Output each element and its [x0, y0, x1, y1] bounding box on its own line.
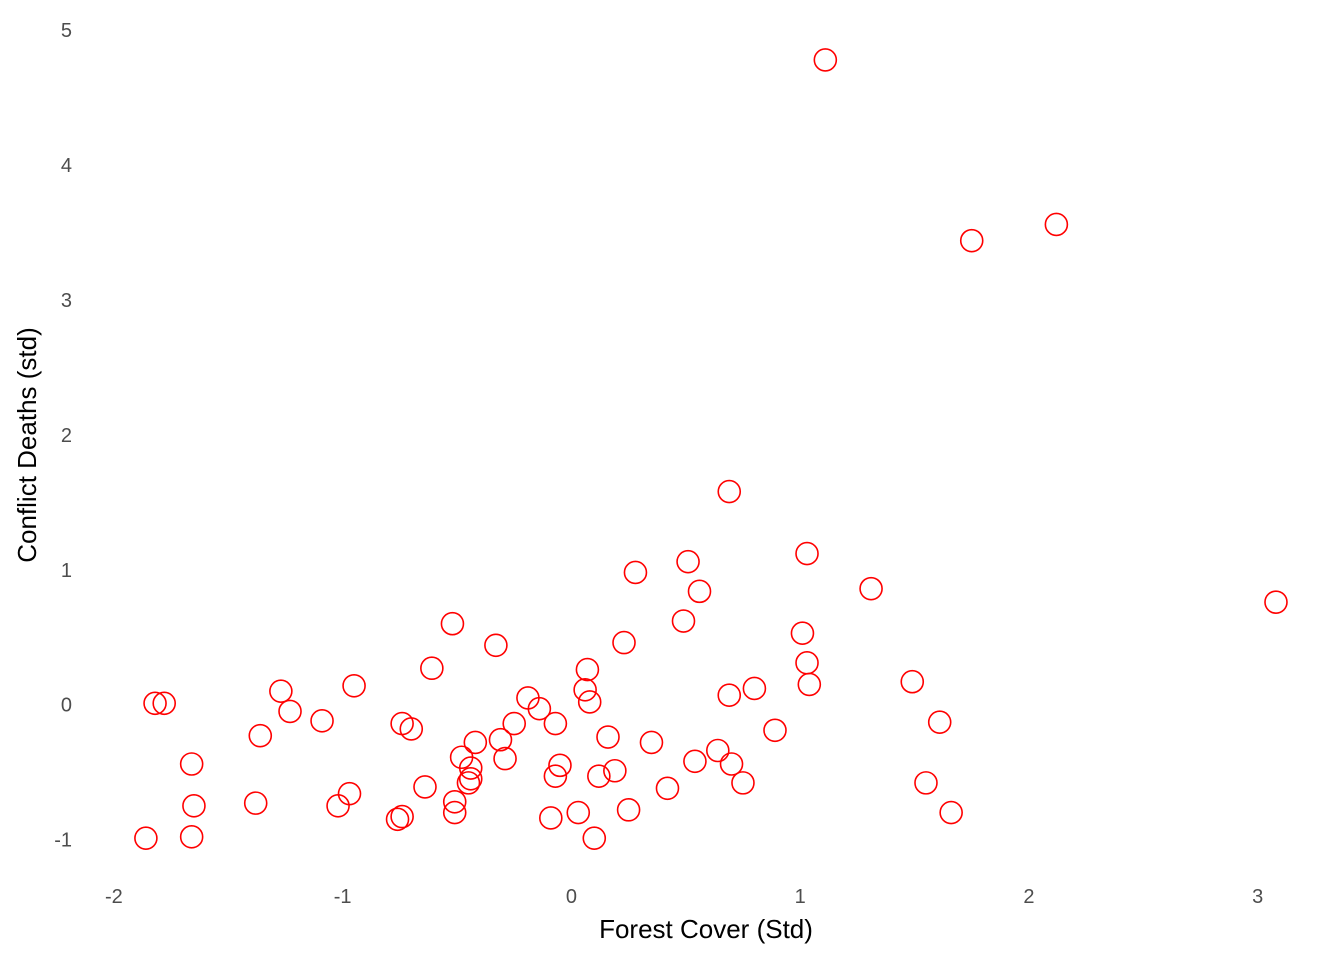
data-point — [795, 541, 819, 566]
data-point — [706, 738, 730, 763]
data-point — [442, 789, 467, 814]
data-point — [603, 758, 627, 783]
data-point — [687, 579, 712, 604]
x-axis-title: Forest Cover (Std) — [599, 914, 813, 944]
data-point — [596, 725, 620, 749]
data-point — [582, 826, 607, 850]
data-point — [577, 690, 602, 714]
data-point — [676, 549, 700, 574]
data-point — [573, 678, 597, 702]
y-tick-label: -1 — [54, 830, 72, 852]
data-point — [248, 723, 273, 748]
data-point — [683, 749, 707, 774]
x-tick-label: 0 — [566, 886, 577, 908]
data-point — [717, 479, 742, 504]
data-point — [587, 764, 611, 788]
data-point — [385, 807, 410, 832]
x-tick-label: -2 — [105, 886, 123, 908]
data-point — [399, 717, 424, 741]
data-point — [939, 800, 963, 825]
y-tick-label: 4 — [61, 155, 72, 177]
y-axis-title: Conflict Deaths (std) — [12, 327, 42, 563]
data-point — [539, 806, 563, 830]
data-point — [326, 794, 350, 818]
data-point — [143, 691, 167, 716]
data-point — [484, 633, 508, 658]
data-point — [575, 657, 600, 682]
data-point — [493, 746, 517, 771]
data-point — [900, 669, 925, 694]
x-tick-label: 2 — [1023, 886, 1034, 908]
y-tick-label: 1 — [61, 560, 72, 582]
data-point — [342, 673, 366, 698]
y-tick-label: 3 — [61, 290, 72, 312]
data-point — [488, 727, 513, 752]
data-point — [566, 800, 591, 825]
data-point — [278, 699, 302, 724]
data-point — [420, 656, 444, 681]
y-tick-label: 0 — [61, 695, 72, 717]
data-point — [763, 718, 787, 743]
data-point — [859, 576, 883, 601]
data-point — [179, 825, 204, 849]
data-point — [1044, 212, 1069, 237]
x-tick-label: 1 — [795, 886, 806, 908]
data-point — [959, 228, 984, 253]
y-tick-label: 5 — [61, 20, 72, 42]
x-tick-label: -1 — [334, 886, 352, 908]
data-point — [548, 753, 572, 778]
data-point — [243, 791, 268, 815]
data-point — [914, 771, 938, 795]
data-point — [337, 781, 362, 806]
data-point — [616, 798, 641, 822]
data-point — [623, 560, 648, 585]
data-point — [543, 764, 568, 788]
data-point — [179, 752, 204, 776]
data-point — [612, 630, 636, 655]
data-point — [413, 775, 437, 799]
data-point — [797, 672, 822, 697]
data-point — [182, 794, 206, 818]
data-point — [813, 48, 838, 72]
data-point — [269, 679, 293, 703]
data-point — [717, 683, 742, 708]
data-point — [790, 621, 815, 645]
y-tick-label: 2 — [61, 425, 72, 447]
data-point — [310, 709, 334, 733]
data-point — [543, 711, 568, 736]
data-point — [1264, 590, 1288, 614]
x-tick-label: 3 — [1252, 886, 1263, 908]
data-points — [134, 48, 1288, 850]
y-axis-ticks: -1 0 1 2 3 4 5 — [54, 20, 72, 851]
data-point — [655, 776, 680, 801]
data-point — [458, 756, 483, 780]
data-point — [731, 771, 755, 795]
data-point — [442, 800, 467, 825]
data-point — [463, 730, 488, 755]
x-axis-ticks: -2 -1 0 1 2 3 — [105, 886, 1263, 908]
data-point — [456, 771, 481, 795]
data-point — [742, 676, 767, 701]
data-point — [719, 752, 744, 776]
data-point — [795, 651, 819, 675]
data-point — [440, 611, 465, 636]
data-point — [458, 767, 483, 791]
data-point — [639, 730, 664, 755]
data-point — [671, 609, 696, 633]
data-point — [527, 696, 552, 721]
data-point — [502, 711, 527, 736]
data-point — [134, 826, 158, 850]
data-point — [152, 691, 177, 716]
data-point — [927, 710, 952, 734]
data-point — [390, 804, 414, 829]
